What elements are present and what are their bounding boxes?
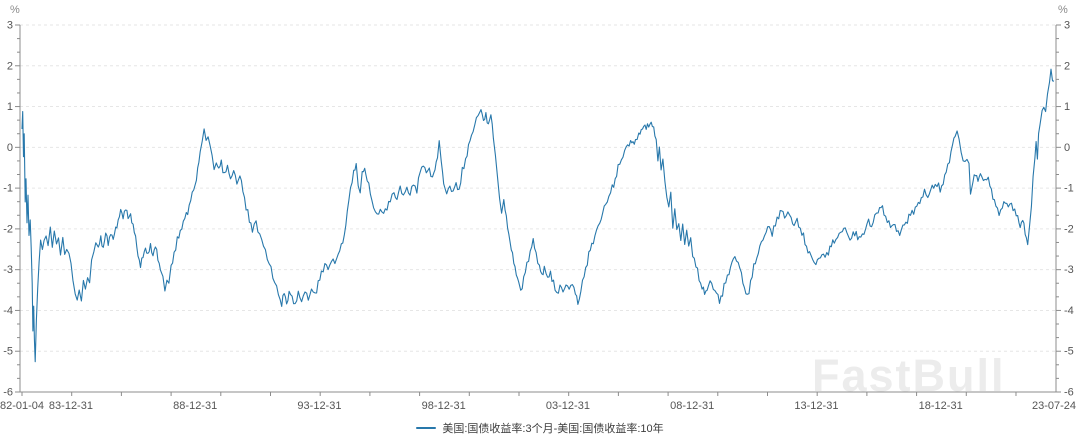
y-axis-label-left: 2 (7, 60, 13, 72)
series-line (21, 68, 1055, 363)
y-axis-unit-left: % (10, 4, 20, 16)
y-axis-label-left: 0 (7, 142, 13, 154)
x-axis-label: 23-07-24 (1032, 400, 1076, 412)
x-axis-label: 93-12-31 (297, 400, 341, 412)
y-axis-label-right: -3 (1064, 264, 1074, 276)
y-axis-label-left: 3 (7, 20, 13, 32)
y-axis-label-left: -4 (3, 305, 13, 317)
x-axis-label: 88-12-31 (173, 400, 217, 412)
y-axis-label-left: -5 (3, 346, 13, 358)
y-axis-label-right: -6 (1064, 387, 1074, 399)
y-axis-label-left: -3 (3, 264, 13, 276)
y-axis-label-right: -1 (1064, 183, 1074, 195)
y-axis-label-right: 3 (1064, 20, 1070, 32)
y-axis-label-right: -4 (1064, 305, 1074, 317)
y-axis-label-right: 1 (1064, 101, 1070, 113)
legend-line-mark (416, 427, 437, 429)
x-axis-label: 83-12-31 (49, 400, 93, 412)
x-axis-label: 13-12-31 (794, 400, 838, 412)
y-axis-label-right: 2 (1064, 60, 1070, 72)
y-axis-unit-right: % (1058, 4, 1068, 16)
y-axis-label-left: 1 (7, 101, 13, 113)
y-axis-label-left: -2 (3, 223, 13, 235)
y-axis-label-right: 0 (1064, 142, 1070, 154)
legend-label: 美国:国债收益率:3个月-美国:国债收益率:10年 (442, 423, 664, 435)
legend-item[interactable]: 美国:国债收益率:3个月-美国:国债收益率:10年 (0, 420, 1080, 436)
y-axis-label-right: -2 (1064, 223, 1074, 235)
y-axis-label-left: -6 (3, 387, 13, 399)
x-axis-label: 18-12-31 (919, 400, 963, 412)
y-axis-label-left: -1 (3, 183, 13, 195)
x-axis-label: 08-12-31 (670, 400, 714, 412)
x-axis-label: 98-12-31 (422, 400, 466, 412)
y-axis-label-right: -5 (1064, 346, 1074, 358)
x-axis-label: 03-12-31 (546, 400, 590, 412)
x-axis-label: 82-01-04 (0, 400, 44, 412)
